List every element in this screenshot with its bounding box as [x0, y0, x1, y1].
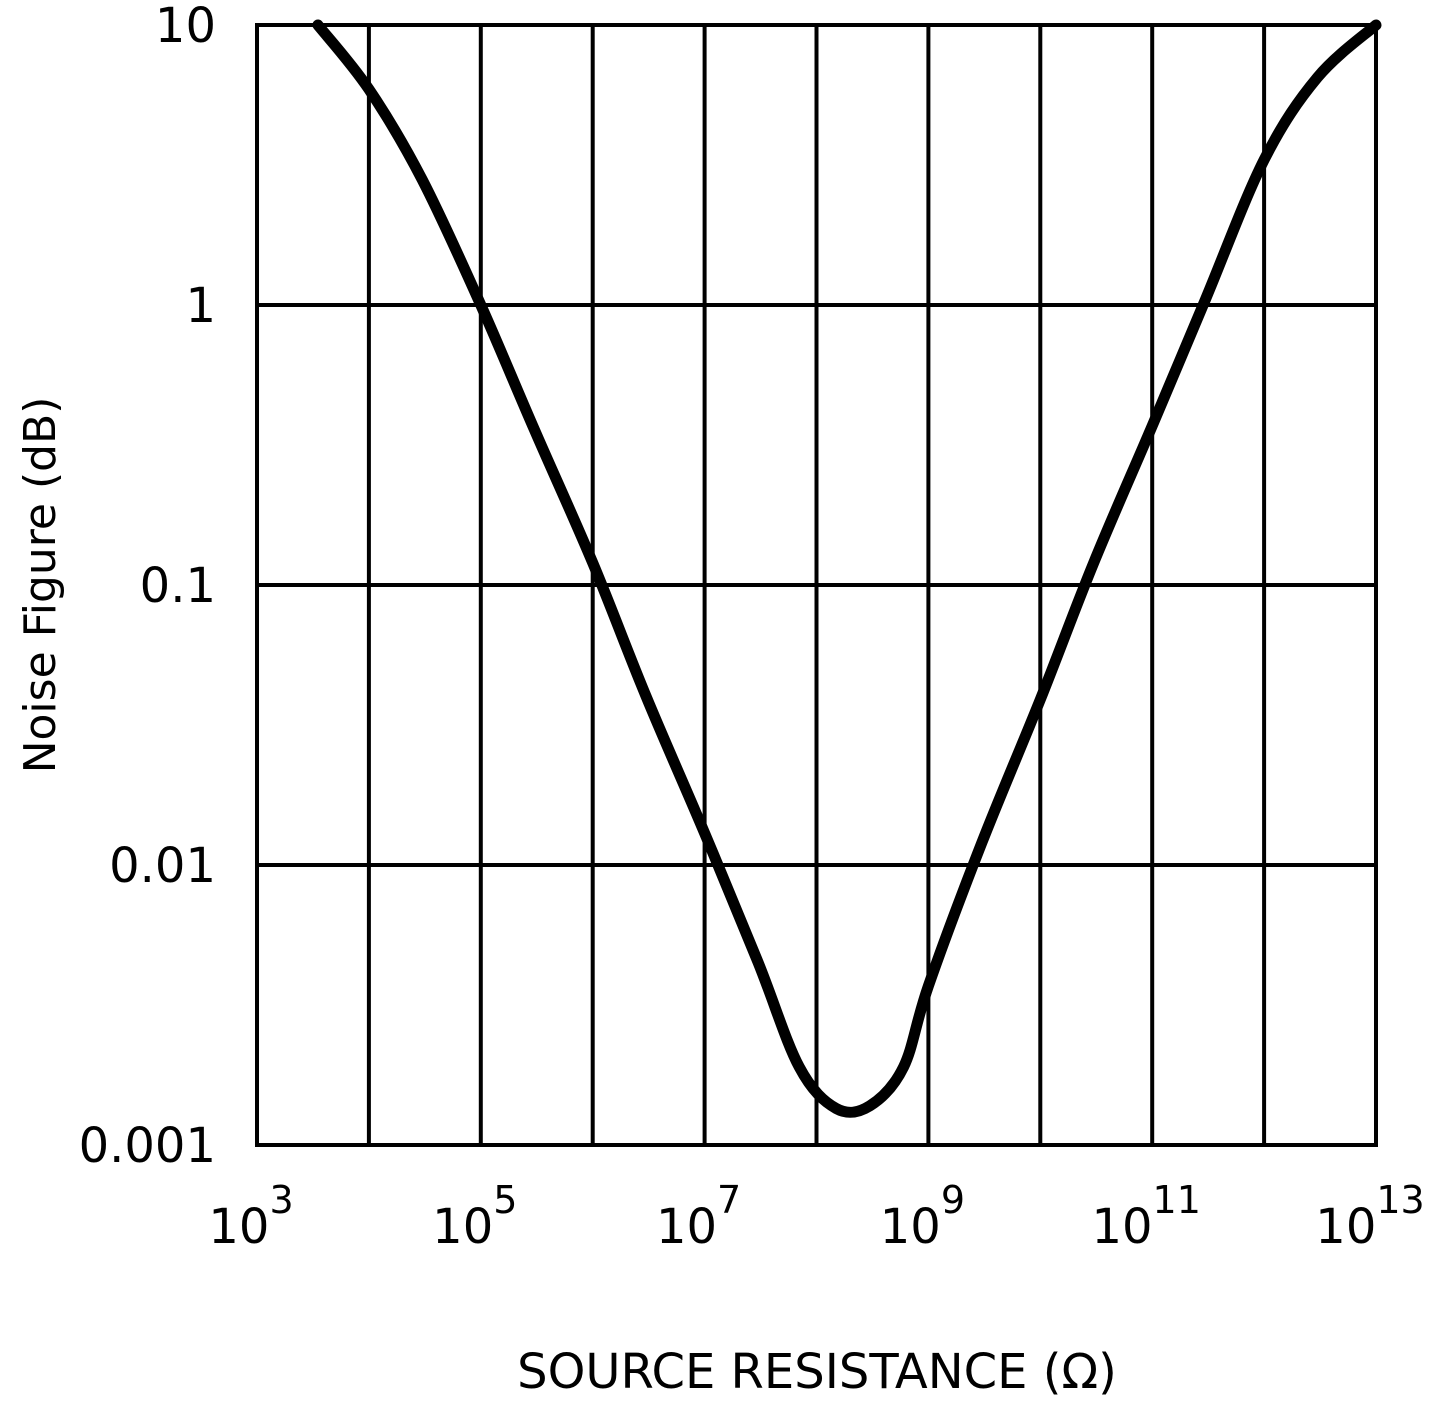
y-axis-label: Noise Figure (dB)	[15, 397, 66, 774]
plot-frame	[255, 23, 1378, 1147]
x-tick-label: 103	[208, 1178, 293, 1255]
y-tick-label: 0.01	[109, 838, 216, 894]
noise-figure-curve	[312, 19, 1382, 1118]
x-tick-label: 1011	[1091, 1178, 1200, 1255]
x-tick-label: 107	[656, 1178, 741, 1255]
x-tick-label: 105	[432, 1178, 517, 1255]
x-tick-label: 109	[880, 1178, 965, 1255]
x-axis-label: SOURCE RESISTANCE (Ω)	[517, 1344, 1117, 1400]
grid-lines	[257, 25, 1376, 1145]
y-tick-label: 10	[155, 0, 216, 54]
y-tick-label: 0.001	[79, 1118, 216, 1174]
y-tick-label: 1	[185, 278, 216, 334]
x-tick-labels: 103 105 107 109 1011 1013	[208, 1178, 1424, 1255]
y-tick-label: 0.1	[140, 558, 216, 614]
y-tick-labels: 10 1 0.1 0.01 0.001	[79, 0, 216, 1174]
x-tick-label: 1013	[1315, 1178, 1424, 1255]
